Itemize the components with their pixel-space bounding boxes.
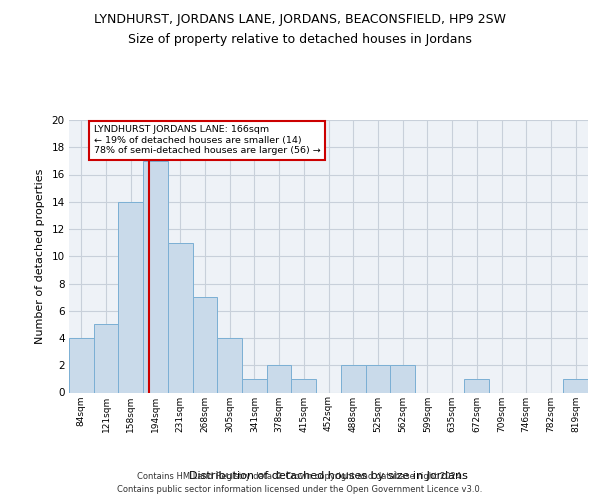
- Bar: [365, 365, 390, 392]
- Bar: [143, 161, 168, 392]
- Bar: [341, 365, 365, 392]
- Bar: [193, 297, 217, 392]
- Bar: [464, 379, 489, 392]
- Bar: [168, 242, 193, 392]
- Bar: [217, 338, 242, 392]
- Bar: [69, 338, 94, 392]
- Text: LYNDHURST JORDANS LANE: 166sqm
← 19% of detached houses are smaller (14)
78% of : LYNDHURST JORDANS LANE: 166sqm ← 19% of …: [94, 126, 320, 155]
- Bar: [292, 379, 316, 392]
- Text: Contains HM Land Registry data © Crown copyright and database right 2024.
Contai: Contains HM Land Registry data © Crown c…: [118, 472, 482, 494]
- Bar: [118, 202, 143, 392]
- Y-axis label: Number of detached properties: Number of detached properties: [35, 168, 44, 344]
- Bar: [390, 365, 415, 392]
- Text: Size of property relative to detached houses in Jordans: Size of property relative to detached ho…: [128, 32, 472, 46]
- Bar: [267, 365, 292, 392]
- Bar: [94, 324, 118, 392]
- Text: LYNDHURST, JORDANS LANE, JORDANS, BEACONSFIELD, HP9 2SW: LYNDHURST, JORDANS LANE, JORDANS, BEACON…: [94, 12, 506, 26]
- Bar: [242, 379, 267, 392]
- Bar: [563, 379, 588, 392]
- X-axis label: Distribution of detached houses by size in Jordans: Distribution of detached houses by size …: [189, 470, 468, 480]
